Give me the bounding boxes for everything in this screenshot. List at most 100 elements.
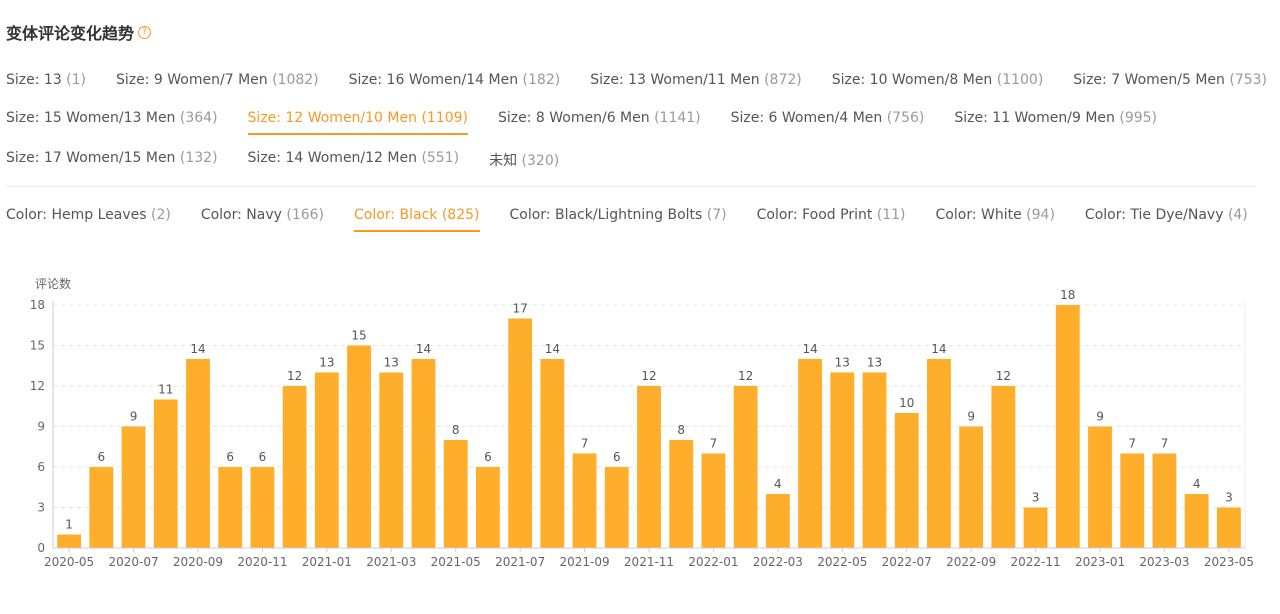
size-tab-label: Size: 13 Women/11 Men [590,72,765,88]
size-tab-row: Size: 13 (1) Size: 9 Women/7 Men (1082) Si… [6,72,1267,95]
size-tab-count: (551) [421,150,460,166]
size-tab-label: Size: 12 Women/10 Men [247,110,422,126]
bar-value-label: 3 [1225,491,1233,505]
bar [862,372,887,548]
x-tick-label: 2021-01 [302,555,352,569]
size-tab-label: Size: 14 Women/12 Men [247,150,422,166]
size-tab[interactable]: 未知 (320) [489,150,559,177]
x-tick-label: 2022-05 [817,555,867,569]
color-tab[interactable]: Color: Navy (166) [201,207,324,232]
color-tab-label: Color: Food Print [756,207,877,223]
bar [121,426,146,548]
bar [1120,453,1145,548]
color-tab-count: (2) [150,207,171,223]
color-tab-label: Color: Navy [200,207,287,223]
size-tab[interactable]: Size: 9 Women/7 Men (1082) [116,72,319,95]
size-tab[interactable]: Size: 17 Women/15 Men (132) [6,150,218,177]
bar-value-label: 7 [1161,437,1169,451]
size-tab-count: (753) [1229,72,1268,88]
x-tick-label: 2020-09 [173,555,223,569]
bar [669,440,694,548]
bar-value-label: 7 [710,437,718,451]
bar-value-label: 6 [613,450,621,464]
color-tab[interactable]: Color: White (94) [936,207,1055,232]
size-tab-count: (1) [66,72,87,88]
size-tab-count: (756) [886,110,925,126]
size-tab[interactable]: Size: 8 Women/6 Men (1141) [498,110,701,135]
bar-value-label: 1 [65,518,73,532]
size-tab[interactable]: Size: 6 Women/4 Men (756) [731,110,925,135]
size-tab-count: (872) [764,72,802,88]
color-tab[interactable]: Color: Black/Lightning Bolts (7) [510,207,727,232]
size-tab[interactable]: Size: 13 Women/11 Men (872) [590,72,802,95]
bar [1184,494,1209,548]
size-tab[interactable]: Size: 15 Women/13 Men (364) [6,110,218,135]
bar [443,440,468,548]
bar [379,372,404,548]
bar [798,359,823,548]
bar [57,534,82,548]
question-circle-icon[interactable]: ? [138,25,152,39]
bar [475,467,500,548]
x-tick-label: 2021-05 [431,555,481,569]
color-tab-label: Color: Hemp Leaves [6,207,151,223]
size-tab-label: Size: 9 Women/7 Men [116,72,273,88]
bar-value-label: 4 [774,477,782,491]
x-tick-label: 2022-01 [688,555,738,569]
color-tab[interactable]: Color: Tie Dye/Navy (4) [1085,207,1248,232]
color-tab[interactable]: Color: Black (825) [354,207,480,232]
size-tab[interactable]: Size: 14 Women/12 Men (551) [248,150,460,177]
x-tick-label: 2020-05 [44,555,94,569]
bar [282,386,307,548]
bar-value-label: 13 [835,356,850,370]
bar-value-label: 3 [1032,491,1040,505]
bar-value-label: 4 [1193,477,1201,491]
bar [959,426,984,548]
bar-value-label: 14 [931,342,946,356]
section-header: 变体评论变化趋势 ? [6,20,152,44]
size-tab[interactable]: Size: 12 Women/10 Men (1109) [247,110,468,135]
bar [637,386,661,548]
bar [1023,507,1048,548]
bar-value-label: 6 [259,450,267,464]
bar [314,372,339,548]
size-tab[interactable]: Size: 7 Women/5 Men (753) [1073,72,1267,95]
bar-value-label: 13 [867,356,882,370]
size-tab-row: Size: 17 Women/15 Men (132) Size: 14 Wome… [6,150,559,177]
bar [701,453,726,548]
size-tab[interactable]: Size: 10 Women/8 Men (1100) [832,72,1044,95]
bar [250,467,275,548]
color-tab[interactable]: Color: Food Print (11) [757,207,906,232]
size-tab-label: Size: 8 Women/6 Men [498,110,655,126]
bar [1152,453,1177,548]
bar-value-label: 9 [1096,410,1104,424]
size-tab-label: Size: 11 Women/9 Men [954,110,1120,126]
x-tick-label: 2021-09 [559,555,609,569]
bar [153,399,178,548]
size-tab[interactable]: Size: 13 (1) [6,72,86,95]
bar [186,359,210,548]
size-tab[interactable]: Size: 11 Women/9 Men (995) [954,110,1157,135]
size-tab-label: Size: 16 Women/14 Men [348,72,523,88]
size-tab-count: (1100) [996,72,1044,88]
size-tab-label: Size: 17 Women/15 Men [6,150,180,166]
bar-value-label: 9 [967,410,975,424]
size-tab-row: Size: 15 Women/13 Men (364) Size: 12 Wome… [6,110,1157,135]
bar-value-label: 10 [899,396,914,410]
x-tick-label: 2022-09 [946,555,996,569]
color-tab[interactable]: Color: Hemp Leaves (2) [6,207,171,232]
size-tab-count: (995) [1119,110,1158,126]
color-tab-count: (11) [876,207,906,223]
bar-value-label: 7 [1128,437,1136,451]
size-tab[interactable]: Size: 16 Women/14 Men (182) [349,72,561,95]
bar [411,359,436,548]
bar [1088,426,1112,548]
color-tab-count: (166) [286,207,325,223]
bar [733,386,758,548]
color-tab-label: Color: Tie Dye/Navy [1084,207,1228,223]
size-tab-count: (1082) [272,72,319,88]
bar-value-label: 15 [351,329,366,343]
bar-value-label: 12 [996,369,1011,383]
size-tab-label: Size: 13 [6,72,67,88]
color-tab-row: Color: Hemp Leaves (2) Color: Navy (166) C… [6,207,1248,232]
